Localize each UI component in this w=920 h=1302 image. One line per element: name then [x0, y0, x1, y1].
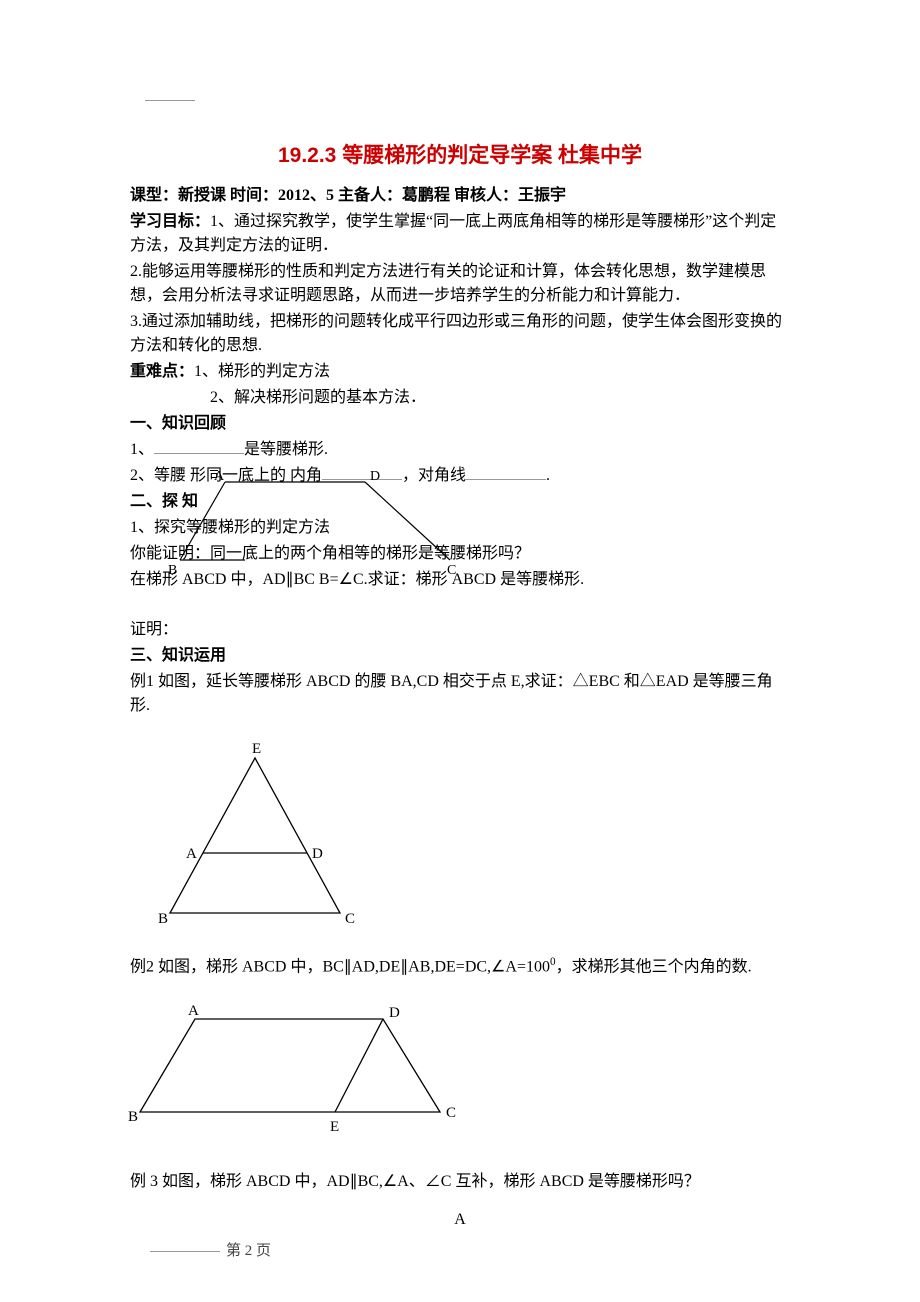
proof-label: 证明： — [130, 618, 790, 642]
label-B: B — [168, 563, 177, 578]
blank-1 — [154, 438, 244, 454]
footer-text: 第 2 页 — [226, 1243, 271, 1259]
ex1-C: C — [345, 911, 355, 927]
s1-q1-post: 是等腰梯形. — [244, 441, 328, 458]
ex3-text: 例 3 如图，梯形 ABCD 中，AD∥BC,∠A、∠C 互补，梯形 ABCD … — [130, 1170, 790, 1194]
hard-line-1: 重难点：1、梯形的判定方法 — [130, 360, 790, 384]
ex2-figure: A D B E C — [120, 999, 460, 1144]
goal1-text: 1、通过探究教学，使学生掌握“同一底上两底角相等的梯形是等腰梯形”这个判定方法，… — [130, 213, 776, 254]
goal-line-2: 2.能够运用等腰梯形的性质和判定方法进行有关的论证和计算，体会转化思想，数学建模… — [130, 260, 790, 308]
ex3-figure: A — [130, 1208, 790, 1232]
ex2-A: A — [188, 1003, 199, 1019]
ex2-E: E — [330, 1119, 339, 1135]
ex1-E: E — [252, 741, 261, 757]
footer-rule — [150, 1251, 220, 1252]
ex2-C: C — [446, 1105, 456, 1121]
goal-label: 学习目标： — [130, 213, 210, 230]
hard-line-2: 2、解决梯形问题的基本方法． — [130, 386, 790, 410]
ex1-text: 例1 如图，延长等腰梯形 ABCD 的腰 BA,CD 相交于点 E,求证：△EB… — [130, 670, 790, 718]
ex1-figure: E A D B C — [140, 738, 370, 928]
hard1-text: 1、梯形的判定方法 — [194, 363, 330, 380]
header-rule — [145, 100, 195, 101]
s1-q1-pre: 1、 — [130, 441, 154, 458]
hard-label: 重难点： — [130, 363, 194, 380]
ex3-A: A — [454, 1211, 466, 1228]
meta-line: 课型：新授课 时间：2012、5 主备人：葛鹏程 审核人：王振宇 — [130, 184, 790, 208]
goal-line-1: 学习目标：1、通过探究教学，使学生掌握“同一底上两底角相等的梯形是等腰梯形”这个… — [130, 210, 790, 258]
ex2-B: B — [128, 1109, 138, 1125]
ex2-post: ，求梯形其他三个内角的数. — [556, 958, 752, 975]
label-C: C — [447, 563, 456, 578]
spacer — [130, 594, 790, 610]
section1-title: 一、知识回顾 — [130, 412, 790, 436]
ex2-D: D — [389, 1005, 400, 1021]
section3-title: 三、知识运用 — [130, 644, 790, 668]
trapezoid-figure: A D B C — [165, 462, 465, 582]
page-title: 19.2.3 等腰梯形的判定导学案 杜集中学 — [130, 140, 790, 172]
blank-3 — [466, 464, 546, 480]
ex1-D: D — [312, 846, 323, 862]
ex2-pre: 例2 如图，梯形 ABCD 中，BC∥AD,DE∥AB,DE=DC,∠A=100 — [130, 958, 550, 975]
s1-q1: 1、 是等腰梯形. — [130, 438, 790, 462]
ex1-B: B — [158, 911, 168, 927]
goal-line-3: 3.通过添加辅助线，把梯形的问题转化成平行四边形或三角形的问题，使学生体会图形变… — [130, 310, 790, 358]
label-D: D — [370, 469, 380, 484]
label-A: A — [214, 469, 225, 484]
page-footer: 第 2 页 — [150, 1240, 271, 1263]
ex2-text: 例2 如图，梯形 ABCD 中，BC∥AD,DE∥AB,DE=DC,∠A=100… — [130, 954, 790, 979]
ex1-A: A — [186, 846, 197, 862]
s1-q2-post: . — [546, 467, 550, 484]
